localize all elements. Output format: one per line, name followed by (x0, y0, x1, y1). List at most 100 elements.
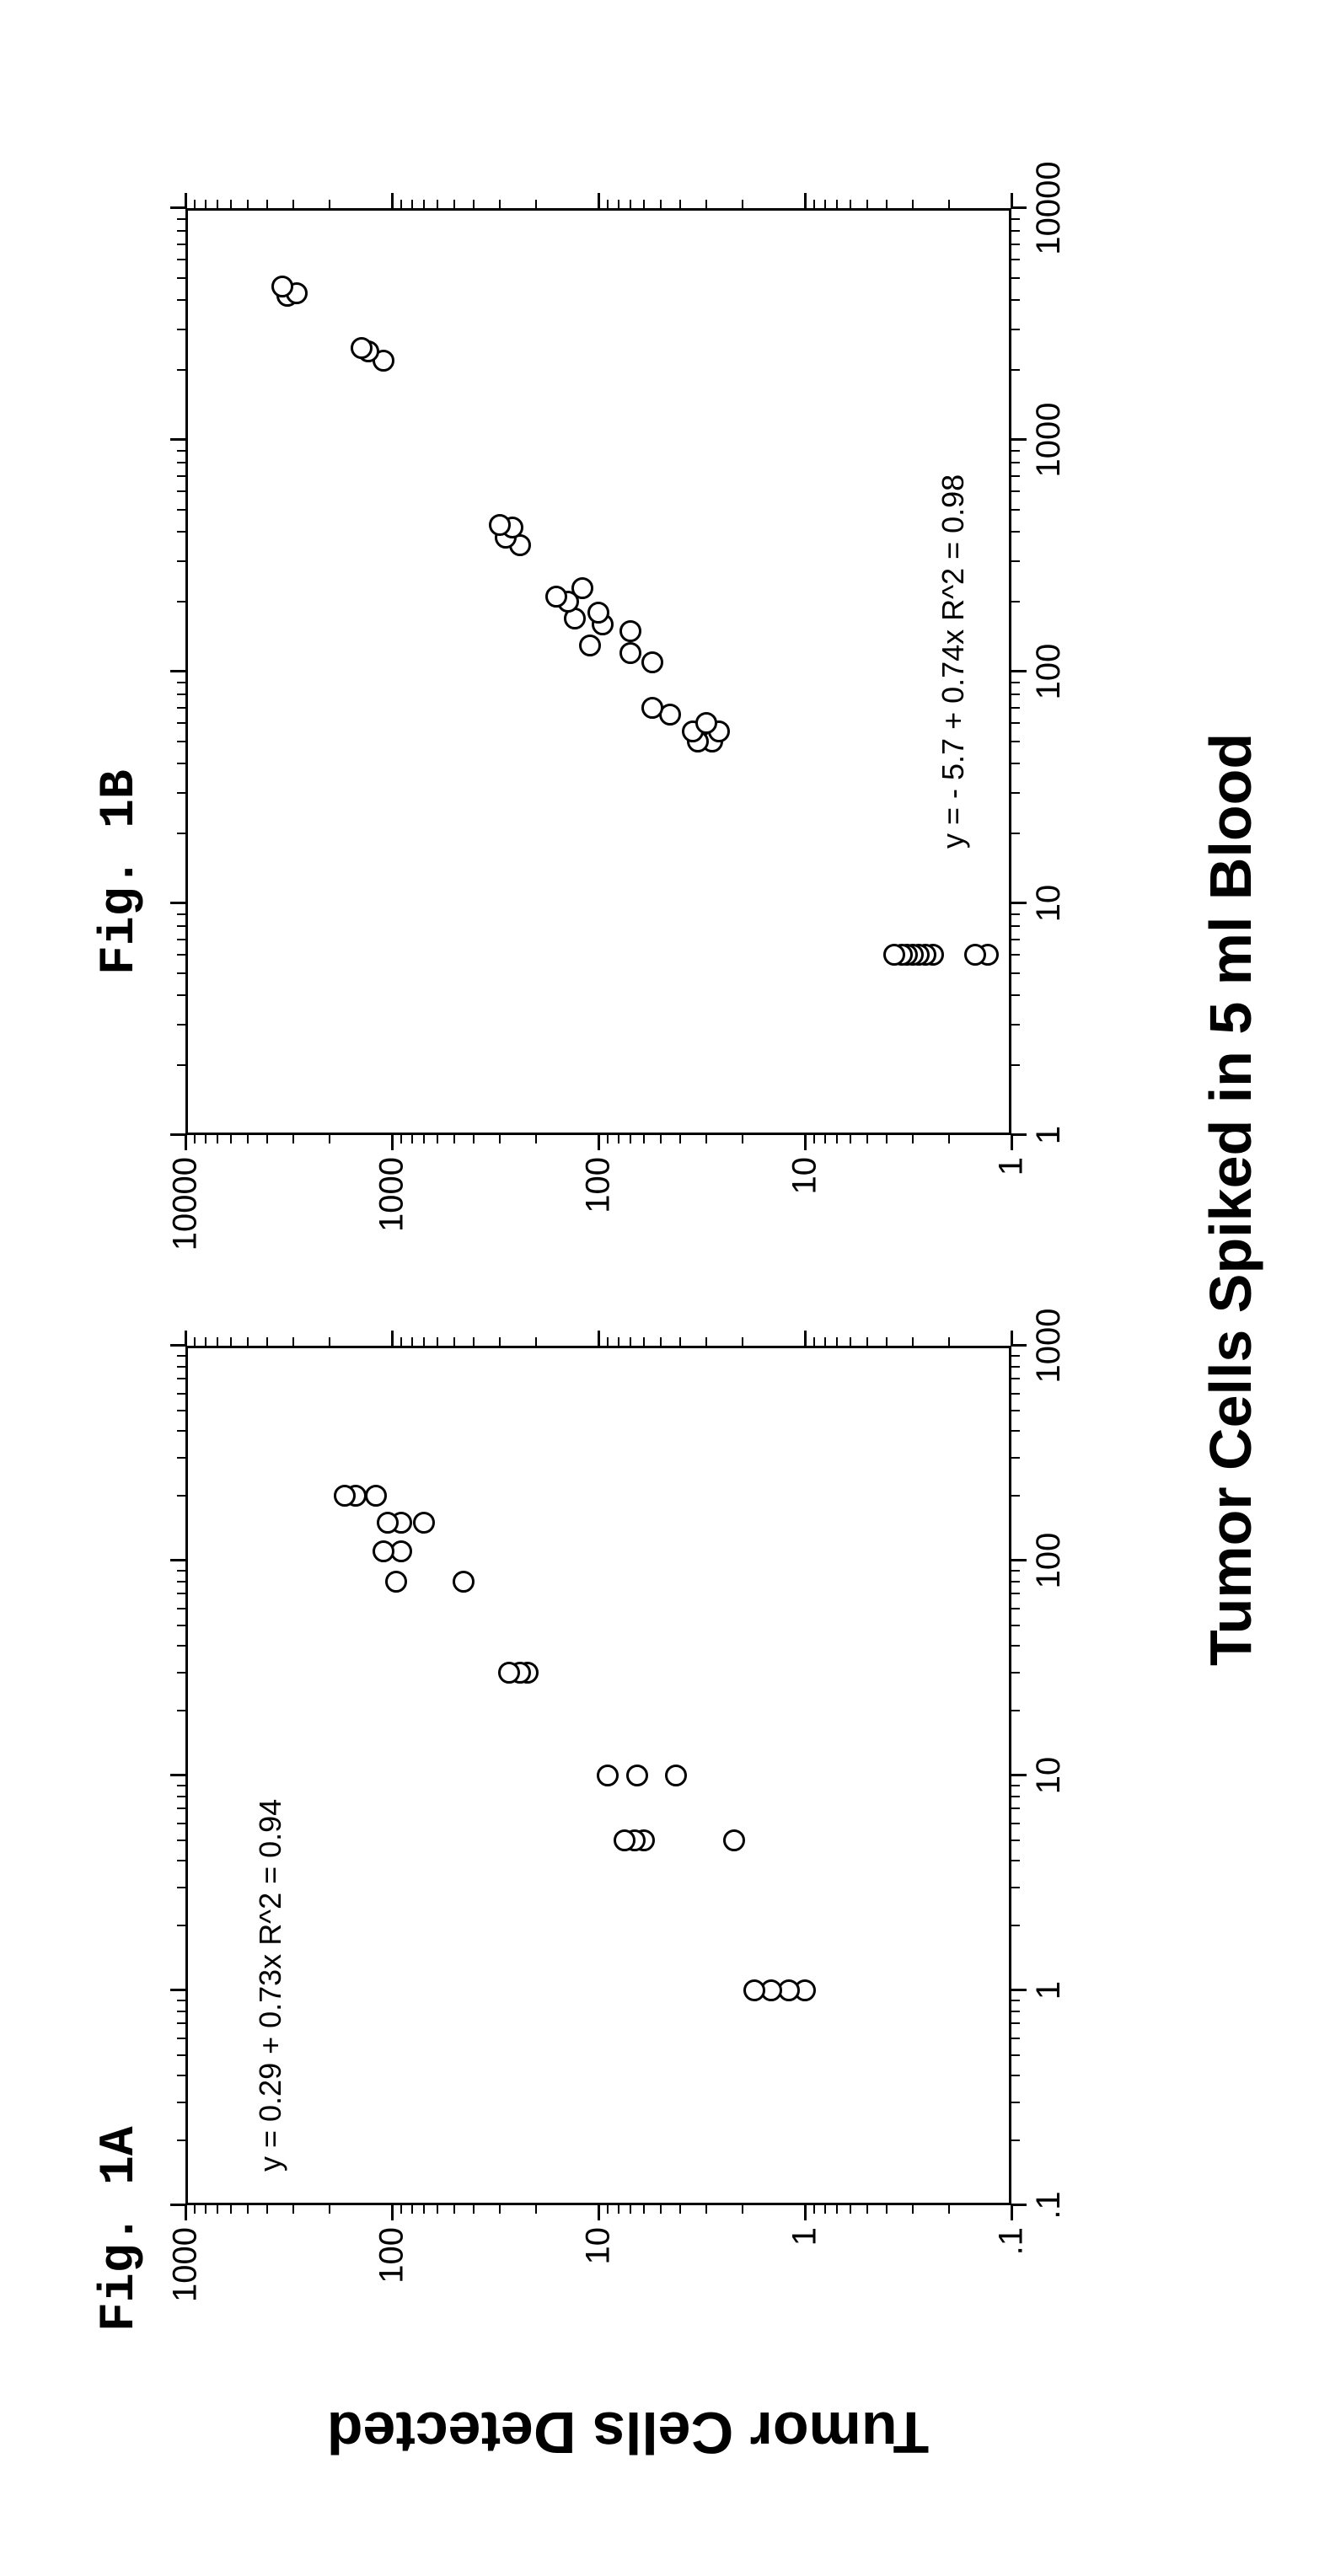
y-minor-tick (948, 1135, 950, 1143)
y-minor-tick (705, 200, 707, 208)
x-minor-tick (1011, 1064, 1020, 1066)
y-minor-tick (742, 1135, 743, 1143)
y-minor-tick (292, 200, 294, 208)
y-minor-tick (205, 200, 206, 208)
y-tick-label: 10 (786, 1157, 824, 1195)
x-tick (1011, 206, 1027, 209)
x-minor-tick (1011, 490, 1020, 492)
x-minor-tick (177, 299, 185, 301)
y-minor-tick (679, 1135, 681, 1143)
x-minor-tick (1011, 707, 1020, 709)
y-minor-tick (850, 1135, 851, 1143)
x-minor-tick (177, 939, 185, 940)
x-minor-tick (1011, 560, 1020, 562)
y-minor-tick (266, 200, 268, 208)
data-point (641, 697, 663, 719)
y-tick (185, 1135, 187, 1150)
y-minor-tick (400, 1135, 402, 1143)
x-tick (1011, 438, 1027, 441)
y-minor-tick (742, 200, 743, 208)
x-minor-tick (177, 913, 185, 915)
y-minor-tick (630, 1135, 631, 1143)
y-tick (804, 1135, 807, 1150)
x-minor-tick (177, 722, 185, 724)
y-tick (804, 193, 807, 208)
x-minor-tick (177, 1064, 185, 1066)
y-minor-tick (866, 1135, 868, 1143)
x-tick (1011, 670, 1027, 672)
x-minor-tick (177, 682, 185, 683)
y-minor-tick (329, 200, 330, 208)
x-minor-tick (1011, 277, 1020, 279)
y-minor-tick (194, 1135, 196, 1143)
y-minor-tick (423, 200, 425, 208)
y-minor-tick (836, 200, 838, 208)
x-minor-tick (1011, 792, 1020, 794)
y-minor-tick (499, 1135, 501, 1143)
x-minor-tick (177, 601, 185, 602)
y-minor-tick (217, 200, 218, 208)
x-minor-tick (177, 531, 185, 533)
y-minor-tick (679, 200, 681, 208)
y-minor-tick (247, 1135, 249, 1143)
x-minor-tick (1011, 462, 1020, 463)
x-minor-tick (1011, 230, 1020, 232)
y-minor-tick (866, 200, 868, 208)
x-minor-tick (177, 462, 185, 463)
y-minor-tick (660, 200, 662, 208)
x-minor-tick (1011, 531, 1020, 533)
y-minor-tick (411, 1135, 413, 1143)
x-minor-tick (1011, 682, 1020, 683)
x-tick (170, 438, 185, 441)
y-minor-tick (194, 200, 196, 208)
y-minor-tick (292, 1135, 294, 1143)
x-minor-tick (177, 218, 185, 220)
x-minor-tick (1011, 741, 1020, 742)
x-minor-tick (177, 694, 185, 695)
y-minor-tick (660, 1135, 662, 1143)
data-point (883, 944, 905, 966)
x-tick-label: 1 (1030, 1126, 1068, 1144)
x-minor-tick (177, 509, 185, 511)
x-minor-tick (177, 259, 185, 260)
data-point (619, 620, 641, 642)
y-minor-tick (499, 200, 501, 208)
x-minor-tick (177, 972, 185, 974)
y-minor-tick (886, 200, 888, 208)
data-point (964, 944, 986, 966)
x-minor-tick (177, 741, 185, 742)
y-minor-tick (630, 200, 631, 208)
x-minor-tick (177, 329, 185, 330)
y-minor-tick (437, 1135, 438, 1143)
y-minor-tick (400, 200, 402, 208)
x-minor-tick (177, 954, 185, 956)
y-minor-tick (813, 200, 815, 208)
x-minor-tick (1011, 475, 1020, 477)
y-minor-tick (437, 200, 438, 208)
y-minor-tick (535, 200, 537, 208)
y-minor-tick (850, 200, 851, 208)
y-tick-label: 100 (580, 1157, 618, 1213)
data-point (587, 602, 609, 624)
x-minor-tick (1011, 972, 1020, 974)
y-tick (185, 193, 187, 208)
panel-b-plot-box (185, 208, 1011, 1135)
x-tick-label: 10 (1030, 885, 1068, 923)
x-minor-tick (177, 1024, 185, 1026)
x-minor-tick (1011, 244, 1020, 245)
x-tick-label: 100 (1030, 644, 1068, 700)
x-minor-tick (177, 475, 185, 477)
data-point (579, 635, 601, 656)
x-tick (170, 670, 185, 672)
y-minor-tick (535, 1135, 537, 1143)
y-minor-tick (607, 200, 609, 208)
x-minor-tick (1011, 509, 1020, 511)
x-tick-label: 10000 (1030, 161, 1068, 254)
x-minor-tick (1011, 939, 1020, 940)
data-point (545, 586, 567, 608)
y-minor-tick (824, 200, 826, 208)
y-minor-tick (705, 1135, 707, 1143)
y-minor-tick (473, 200, 475, 208)
x-minor-tick (177, 560, 185, 562)
y-tick-label: 10000 (167, 1157, 205, 1251)
